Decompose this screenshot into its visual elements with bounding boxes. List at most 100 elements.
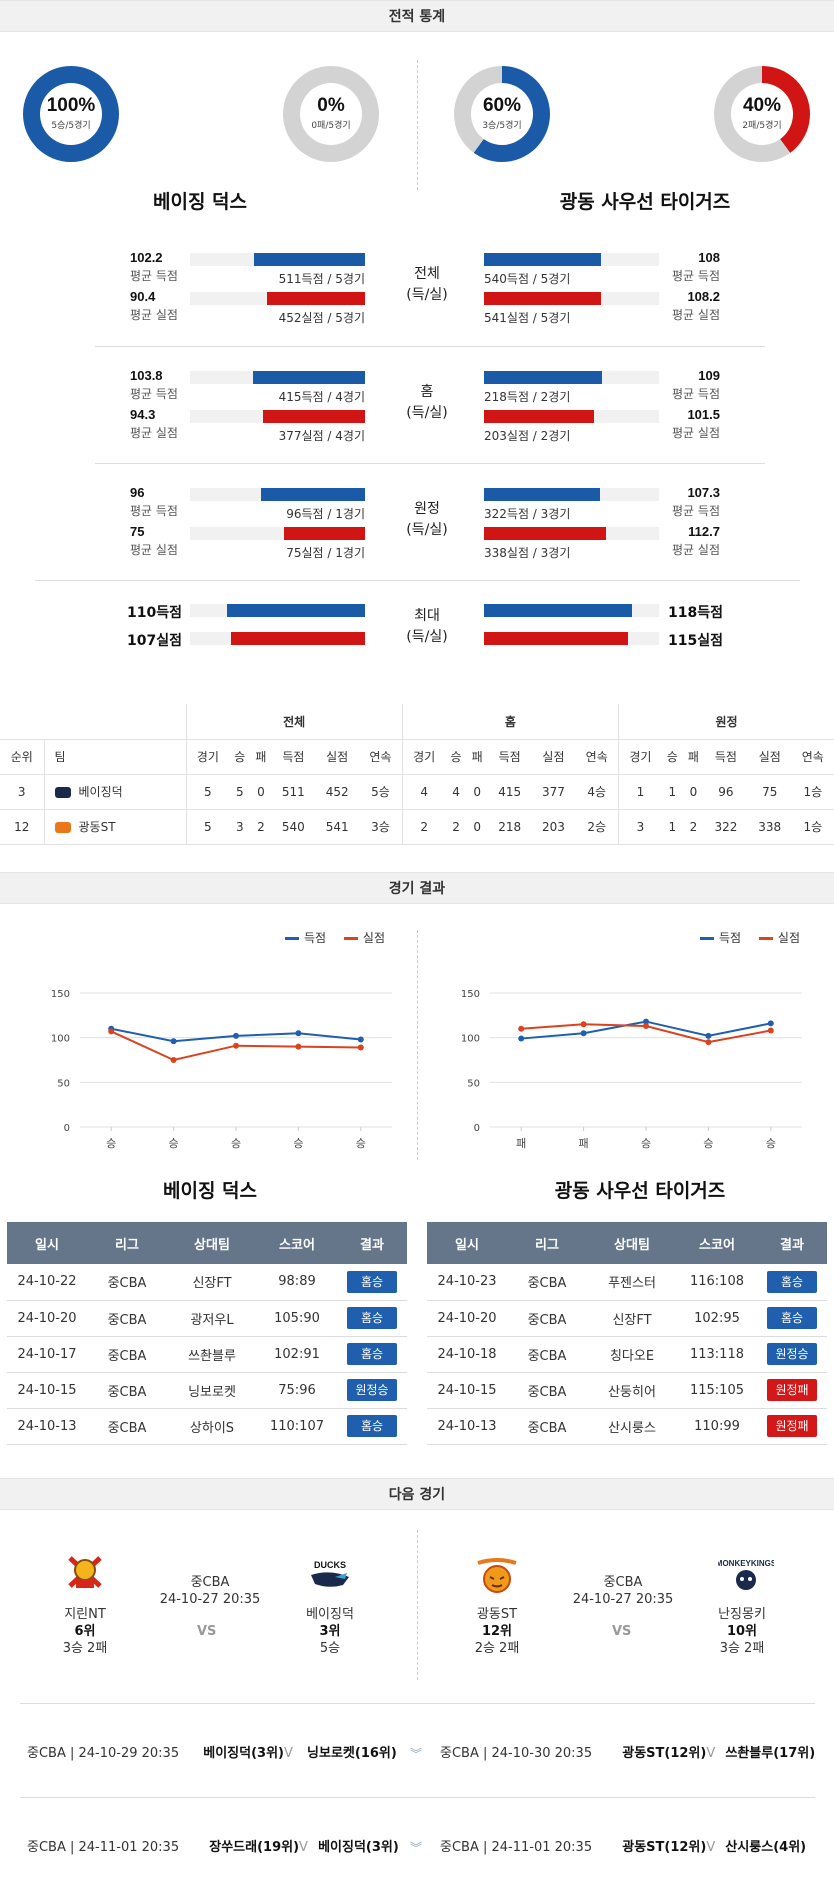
stat-cell: 0	[466, 774, 488, 810]
result-score: 115:105	[677, 1372, 757, 1409]
schedule-row-left[interactable]: 중CBA | 24-10-29 20:35 베이징덕(3위)V 닝보로켓(16위…	[27, 1742, 397, 1761]
right-results-title: 광동 사우선 타이거즈	[554, 1180, 726, 1202]
team-name[interactable]: 광동ST	[78, 820, 116, 834]
right-results-table: 일시 리그 상대팀 스코어 결과 24-10-23 중CBA 푸젠스터 116:108 홈승 24-…	[427, 1222, 827, 1445]
x-tick-label: 승	[231, 1137, 241, 1150]
result-opp: 쓰촨블루	[167, 1336, 257, 1373]
data-point	[580, 1030, 587, 1037]
right-avg-concede: 101.5	[687, 407, 720, 422]
next-right-home: 광동ST 12위 2승 2패	[452, 1606, 542, 1657]
right-concede-bar	[484, 292, 601, 305]
divider	[35, 580, 800, 581]
divider	[95, 346, 765, 347]
category-name: 원정	[414, 501, 440, 517]
schedule-row-left[interactable]: 중CBA | 24-11-01 20:35 장쑤드래(19위)V 베이징덕(3위…	[27, 1836, 399, 1855]
stat-cell: 0	[466, 809, 488, 845]
vs-mark: V	[706, 1840, 716, 1855]
schedule-team: 장쑤드래(19위)	[209, 1840, 300, 1855]
league: 중CBA	[603, 1575, 643, 1590]
left-score-bar	[261, 488, 365, 501]
stat-cell: 5	[229, 774, 251, 810]
left-concede-info: 75실점 / 1경기	[286, 546, 365, 560]
schedule-row-right[interactable]: 중CBA | 24-10-30 20:35 광동ST(12위)V 쓰촨블루(17…	[440, 1742, 815, 1761]
right-max-score-bar-track	[484, 604, 659, 617]
result-row: 24-10-23 중CBA 푸젠스터 116:108 홈승	[427, 1264, 827, 1301]
results-header-row: 일시 리그 상대팀 스코어 결과	[427, 1222, 827, 1264]
results-col-header: 리그	[507, 1222, 587, 1264]
result-badge: 원정승	[767, 1343, 817, 1365]
data-point	[643, 1018, 649, 1025]
svg-text:DUCKS: DUCKS	[314, 1560, 346, 1570]
right-concede-bar-track	[484, 410, 659, 423]
result-opp: 푸젠스터	[587, 1264, 677, 1301]
right-avg-concede-label: 평균 실점	[672, 426, 720, 440]
right-win-pct: 60%	[482, 95, 522, 116]
col-header: 실점	[531, 739, 576, 775]
stat-cell: 3승	[359, 809, 403, 845]
result-cell: 홈승	[757, 1264, 827, 1301]
stat-cell: 452	[315, 774, 360, 810]
right-score-bar-track	[484, 488, 659, 501]
left-concede-bar-track	[190, 410, 365, 423]
result-cell: 원정패	[757, 1372, 827, 1409]
data-point	[295, 1030, 302, 1037]
result-row: 24-10-15 중CBA 산둥히어 115:105 원정패	[427, 1372, 827, 1409]
result-date: 24-10-13	[7, 1408, 87, 1445]
result-badge: 원정패	[767, 1415, 817, 1437]
left-score-bar	[253, 371, 365, 384]
data-point	[705, 1032, 712, 1039]
next-section-header: 다음 경기	[0, 1478, 834, 1510]
schedule-info: 중CBA | 24-11-01 20:35	[440, 1840, 593, 1855]
data-point	[767, 1020, 774, 1027]
left-chart-legend: 득점 실점	[285, 929, 385, 946]
result-badge: 홈승	[767, 1307, 817, 1329]
team-record: 3승 2패	[62, 1641, 108, 1656]
team-cell: 베이징덕	[43, 774, 186, 810]
divider	[20, 1703, 815, 1704]
schedule-row-right[interactable]: 중CBA | 24-11-01 20:35 광동ST(12위)V 산시룽스(4위…	[440, 1836, 806, 1855]
team-name: 난징몽키	[718, 1607, 766, 1622]
category-name: 최대	[414, 608, 440, 624]
left-avg-score: 96	[130, 485, 145, 500]
data-point	[233, 1042, 239, 1049]
result-cell: 홈승	[337, 1300, 407, 1337]
right-score-bar	[484, 488, 600, 501]
results-section-header: 경기 결과	[0, 872, 834, 904]
result-badge: 원정승	[347, 1379, 397, 1401]
result-score: 116:108	[677, 1264, 757, 1301]
result-row: 24-10-20 중CBA 신장FT 102:95 홈승	[427, 1300, 827, 1337]
result-cell: 홈승	[337, 1264, 407, 1301]
left-concede-info: 377실점 / 4경기	[278, 429, 365, 443]
result-score: 113:118	[677, 1336, 757, 1373]
schedule-opponent: 베이징덕(3위)	[318, 1840, 399, 1855]
y-tick-label: 50	[467, 1078, 480, 1089]
ducks-logo-icon: DUCKS	[305, 1557, 355, 1597]
results-col-header: 결과	[337, 1222, 407, 1264]
divider	[417, 60, 418, 190]
category-name: 전체	[414, 266, 440, 282]
data-point	[767, 1027, 774, 1034]
left-max-concede: 107실점	[127, 633, 182, 649]
result-score: 98:89	[257, 1264, 337, 1301]
stat-cell: 5승	[359, 774, 403, 810]
result-row: 24-10-13 중CBA 상하이S 110:107 홈승	[7, 1408, 407, 1445]
right-avg-concede-label: 평균 실점	[672, 543, 720, 557]
right-results-chart: 0 50 100 150 패 패 승 승 승	[461, 989, 802, 1150]
nanjing-monkey-logo-icon: MONKEYKINGS	[716, 1552, 777, 1592]
category-name: 홈	[420, 384, 434, 400]
col-header: 승	[445, 739, 467, 775]
right-loss-sub: 2패/5경기	[742, 121, 782, 131]
team-name: 베이징덕	[306, 1607, 354, 1622]
left-concede-bar-track	[190, 292, 365, 305]
schedule-info: 중CBA | 24-10-29 20:35	[27, 1746, 180, 1761]
right-avg-score-label: 평균 득점	[672, 269, 720, 283]
results-col-header: 상대팀	[167, 1222, 257, 1264]
result-row: 24-10-20 중CBA 광저우L 105:90 홈승	[7, 1300, 407, 1337]
result-badge: 홈승	[347, 1343, 397, 1365]
result-date: 24-10-20	[427, 1300, 507, 1337]
left-win-sub: 5승/5경기	[51, 121, 91, 131]
y-tick-label: 0	[64, 1123, 70, 1134]
stat-cell: 3	[618, 809, 662, 845]
left-avg-concede-label: 평균 실점	[130, 426, 178, 440]
team-name[interactable]: 베이징덕	[78, 785, 123, 799]
